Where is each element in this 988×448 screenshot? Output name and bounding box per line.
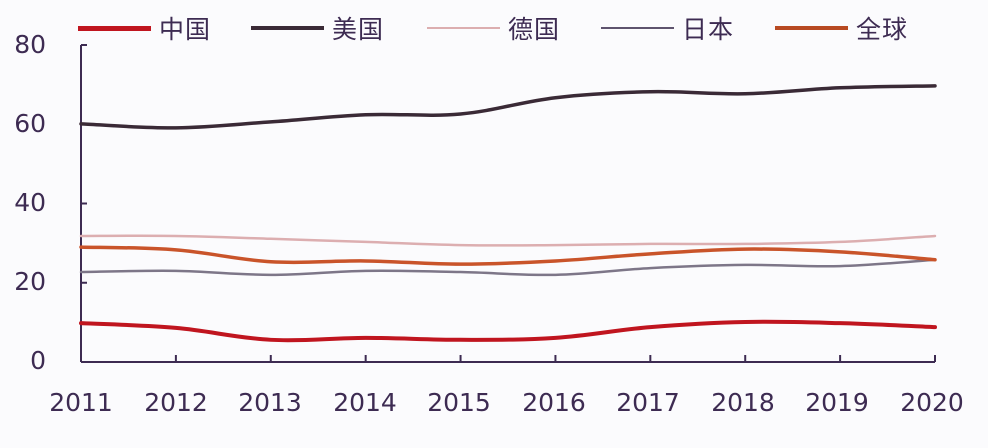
y-tick-label: 60 [14,109,46,138]
legend-item-germany[interactable]: 德国 [427,12,560,44]
legend-label: 日本 [682,15,735,44]
y-tick-label: 20 [14,267,46,296]
legend-line-icon [601,27,674,29]
series-line-1 [79,84,937,130]
x-tick-label: 2017 [616,388,680,417]
series-line-0 [79,319,937,343]
legend-item-global[interactable]: 全球 [775,12,908,44]
series-line-4 [79,245,937,266]
x-tick-label: 2020 [900,388,964,417]
x-tick-label: 2014 [333,388,397,417]
legend-line-icon [78,25,151,31]
y-tick-label: 80 [14,30,46,59]
x-tick-label: 2018 [711,388,775,417]
legend-label: 德国 [508,15,561,44]
y-tick-label: 0 [30,346,46,375]
legend-item-japan[interactable]: 日本 [601,12,734,44]
series-line-2 [79,234,937,247]
x-tick-label: 2015 [427,388,491,417]
legend-line-icon [775,26,848,30]
x-tick-label: 2016 [522,388,586,417]
x-tick-label: 2011 [49,388,113,417]
legend-label: 中国 [159,15,212,44]
legend-label: 美国 [332,15,385,44]
x-tick-label: 2013 [238,388,302,417]
series-line-3 [79,258,937,277]
x-tick-label: 2019 [805,388,869,417]
legend-item-china[interactable]: 中国 [78,12,211,44]
axes [80,44,936,363]
series-lines [79,84,937,343]
legend-item-usa[interactable]: 美国 [251,12,384,44]
x-tick-label: 2012 [144,388,208,417]
y-tick-label: 40 [14,188,46,217]
legend-line-icon [427,27,500,29]
legend-label: 全球 [856,15,909,44]
legend: 中国 美国 德国 日本 全球 [0,12,988,44]
legend-line-icon [251,26,324,30]
